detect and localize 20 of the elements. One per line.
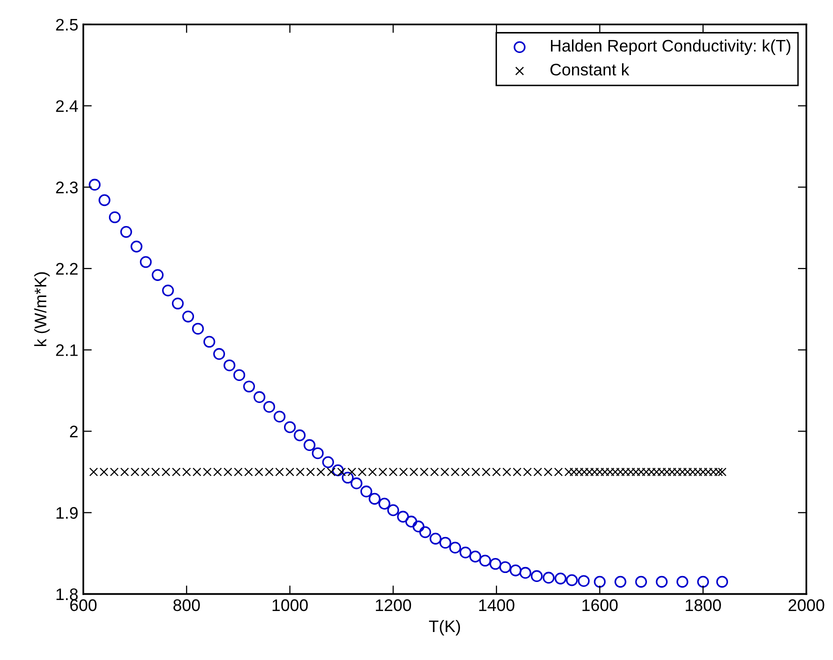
- x-tick-label: 1000: [272, 599, 308, 612]
- y-tick-label: 1.8: [56, 588, 78, 600]
- x-tick-label: 800: [173, 599, 200, 612]
- x-tick-label: 2000: [788, 599, 824, 612]
- x-tick-label: 1600: [582, 599, 618, 612]
- y-tick-label: 2.2: [56, 262, 78, 275]
- y-tick-label: 2.4: [56, 100, 78, 112]
- y-tick-label: 1.9: [56, 507, 78, 519]
- legend-label: Halden Report Conductivity: k(T): [550, 39, 790, 55]
- x-axis-title: T(K): [429, 620, 460, 636]
- legend-label: Constant k: [550, 63, 630, 76]
- x-tick-label: 1200: [376, 599, 412, 612]
- x-tick-label: 600: [70, 599, 97, 612]
- y-tick-label: 2: [70, 426, 78, 438]
- y-axis-title: k (W/m*K): [34, 272, 50, 346]
- y-tick-label: 2.1: [56, 344, 78, 356]
- y-tick-label: 2.3: [56, 182, 78, 194]
- x-tick-label: 1400: [479, 599, 514, 612]
- x-tick-label: 1800: [686, 599, 721, 612]
- y-tick-label: 2.5: [56, 18, 78, 31]
